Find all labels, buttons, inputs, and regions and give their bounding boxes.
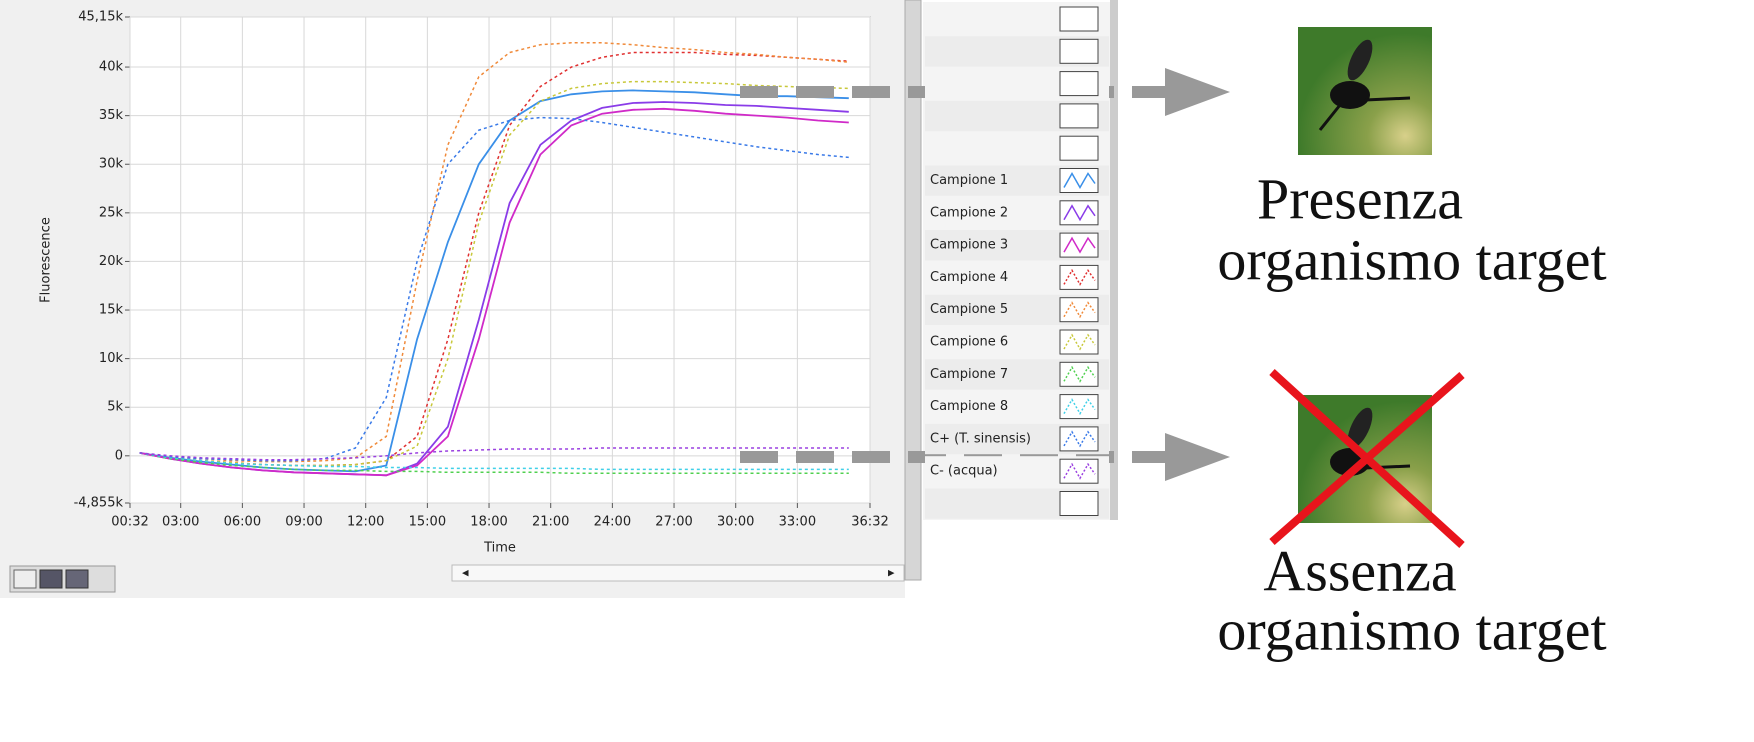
y-tick-label: -4,855k <box>74 496 124 511</box>
scrollbar[interactable] <box>452 565 904 581</box>
scroll-right[interactable]: ▸ <box>888 566 895 581</box>
legend-swatch <box>1060 72 1098 96</box>
presence-label: Presenza <box>1257 166 1463 231</box>
absence-label: organismo target <box>1217 597 1606 662</box>
insect-leg <box>1365 98 1410 100</box>
x-tick-label: 03:00 <box>162 515 199 530</box>
legend-swatch <box>1060 492 1098 516</box>
cursor-tool[interactable] <box>14 570 36 588</box>
legend-swatch <box>1060 104 1098 128</box>
y-tick-label: 5k <box>107 400 123 415</box>
x-tick-label: 33:00 <box>779 515 816 530</box>
y-tick-label: 30k <box>99 157 124 172</box>
y-tick-label: 15k <box>99 303 124 318</box>
legend-label: Campione 4 <box>930 270 1008 285</box>
scroll-left[interactable]: ◂ <box>462 566 469 581</box>
y-tick-label: 10k <box>99 351 124 366</box>
photo-present <box>1298 27 1432 155</box>
legend-swatch <box>1060 136 1098 160</box>
legend-label: Campione 1 <box>930 173 1008 188</box>
x-tick-label: 21:00 <box>532 515 569 530</box>
absence-label: Assenza <box>1263 538 1456 603</box>
arrow-head <box>1165 433 1230 481</box>
photo-absent <box>1272 372 1462 545</box>
legend-label: C- (acqua) <box>930 464 998 479</box>
toolbar <box>10 566 115 592</box>
legend-label: Campione 6 <box>930 335 1008 350</box>
x-tick-label: 36:32 <box>851 515 888 530</box>
x-tick-label: 27:00 <box>655 515 692 530</box>
screen: -4,855k 0 5k 10k 15k 20k 25k 30k 35k 40k 45,15k 00:… <box>0 0 1754 738</box>
legend-swatch <box>1060 7 1098 31</box>
legend-swatch <box>1060 39 1098 63</box>
legend-label: Campione 5 <box>930 302 1008 317</box>
presence-label: organismo target <box>1217 227 1606 292</box>
arrow-head <box>1165 68 1230 116</box>
y-tick-label: 0 <box>115 448 123 463</box>
y-tick-label: 45,15k <box>78 10 123 25</box>
page: -4,855k 0 5k 10k 15k 20k 25k 30k 35k 40k 45,15k 00:… <box>0 0 1754 738</box>
y-tick-label: 20k <box>99 254 124 269</box>
legend-label: Campione 3 <box>930 238 1008 253</box>
x-tick-label: 15:00 <box>409 515 446 530</box>
legend-label: Campione 2 <box>930 205 1008 220</box>
x-tick-label: 24:00 <box>594 515 631 530</box>
x-tick-label: 00:32 <box>111 515 148 530</box>
zoom-tool[interactable] <box>40 570 62 588</box>
x-tick-label: 09:00 <box>285 515 322 530</box>
x-tick-label: 18:00 <box>470 515 507 530</box>
x-axis-label: Time <box>483 541 516 556</box>
pan-tool[interactable] <box>66 570 88 588</box>
x-tick-label: 12:00 <box>347 515 384 530</box>
legend-label: Campione 7 <box>930 367 1008 382</box>
y-tick-label: 25k <box>99 205 124 220</box>
y-tick-label: 35k <box>99 108 124 123</box>
insect <box>1330 81 1370 109</box>
y-axis-label: Fluorescence <box>39 217 54 303</box>
x-tick-label: 06:00 <box>224 515 261 530</box>
legend-border <box>1110 0 1118 520</box>
x-tick-label: 30:00 <box>717 515 754 530</box>
y-tick-label: 40k <box>99 60 124 75</box>
legend-label: C+ (T. sinensis) <box>930 431 1031 446</box>
legend-label: Campione 8 <box>930 399 1008 414</box>
